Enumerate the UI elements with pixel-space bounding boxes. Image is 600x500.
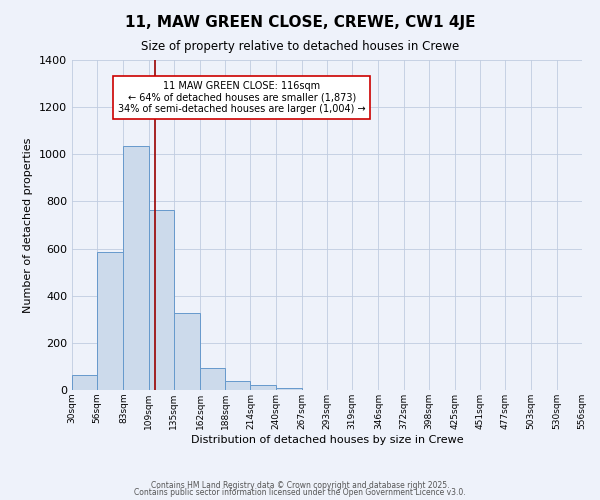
Bar	[200, 368, 225, 390]
Bar	[275, 388, 302, 390]
Text: 11 MAW GREEN CLOSE: 116sqm
← 64% of detached houses are smaller (1,873)
34% of s: 11 MAW GREEN CLOSE: 116sqm ← 64% of deta…	[118, 81, 365, 114]
Bar	[97, 252, 124, 390]
Text: Contains public sector information licensed under the Open Government Licence v3: Contains public sector information licen…	[134, 488, 466, 497]
Bar	[72, 374, 97, 390]
Bar	[149, 210, 174, 390]
Text: Size of property relative to detached houses in Crewe: Size of property relative to detached ho…	[141, 40, 459, 53]
X-axis label: Distribution of detached houses by size in Crewe: Distribution of detached houses by size …	[191, 434, 463, 444]
Text: 11, MAW GREEN CLOSE, CREWE, CW1 4JE: 11, MAW GREEN CLOSE, CREWE, CW1 4JE	[125, 15, 475, 30]
Bar	[225, 380, 250, 390]
Y-axis label: Number of detached properties: Number of detached properties	[23, 138, 34, 312]
Text: Contains HM Land Registry data © Crown copyright and database right 2025.: Contains HM Land Registry data © Crown c…	[151, 480, 449, 490]
Bar	[250, 386, 275, 390]
Bar	[174, 314, 200, 390]
Bar	[124, 146, 149, 390]
